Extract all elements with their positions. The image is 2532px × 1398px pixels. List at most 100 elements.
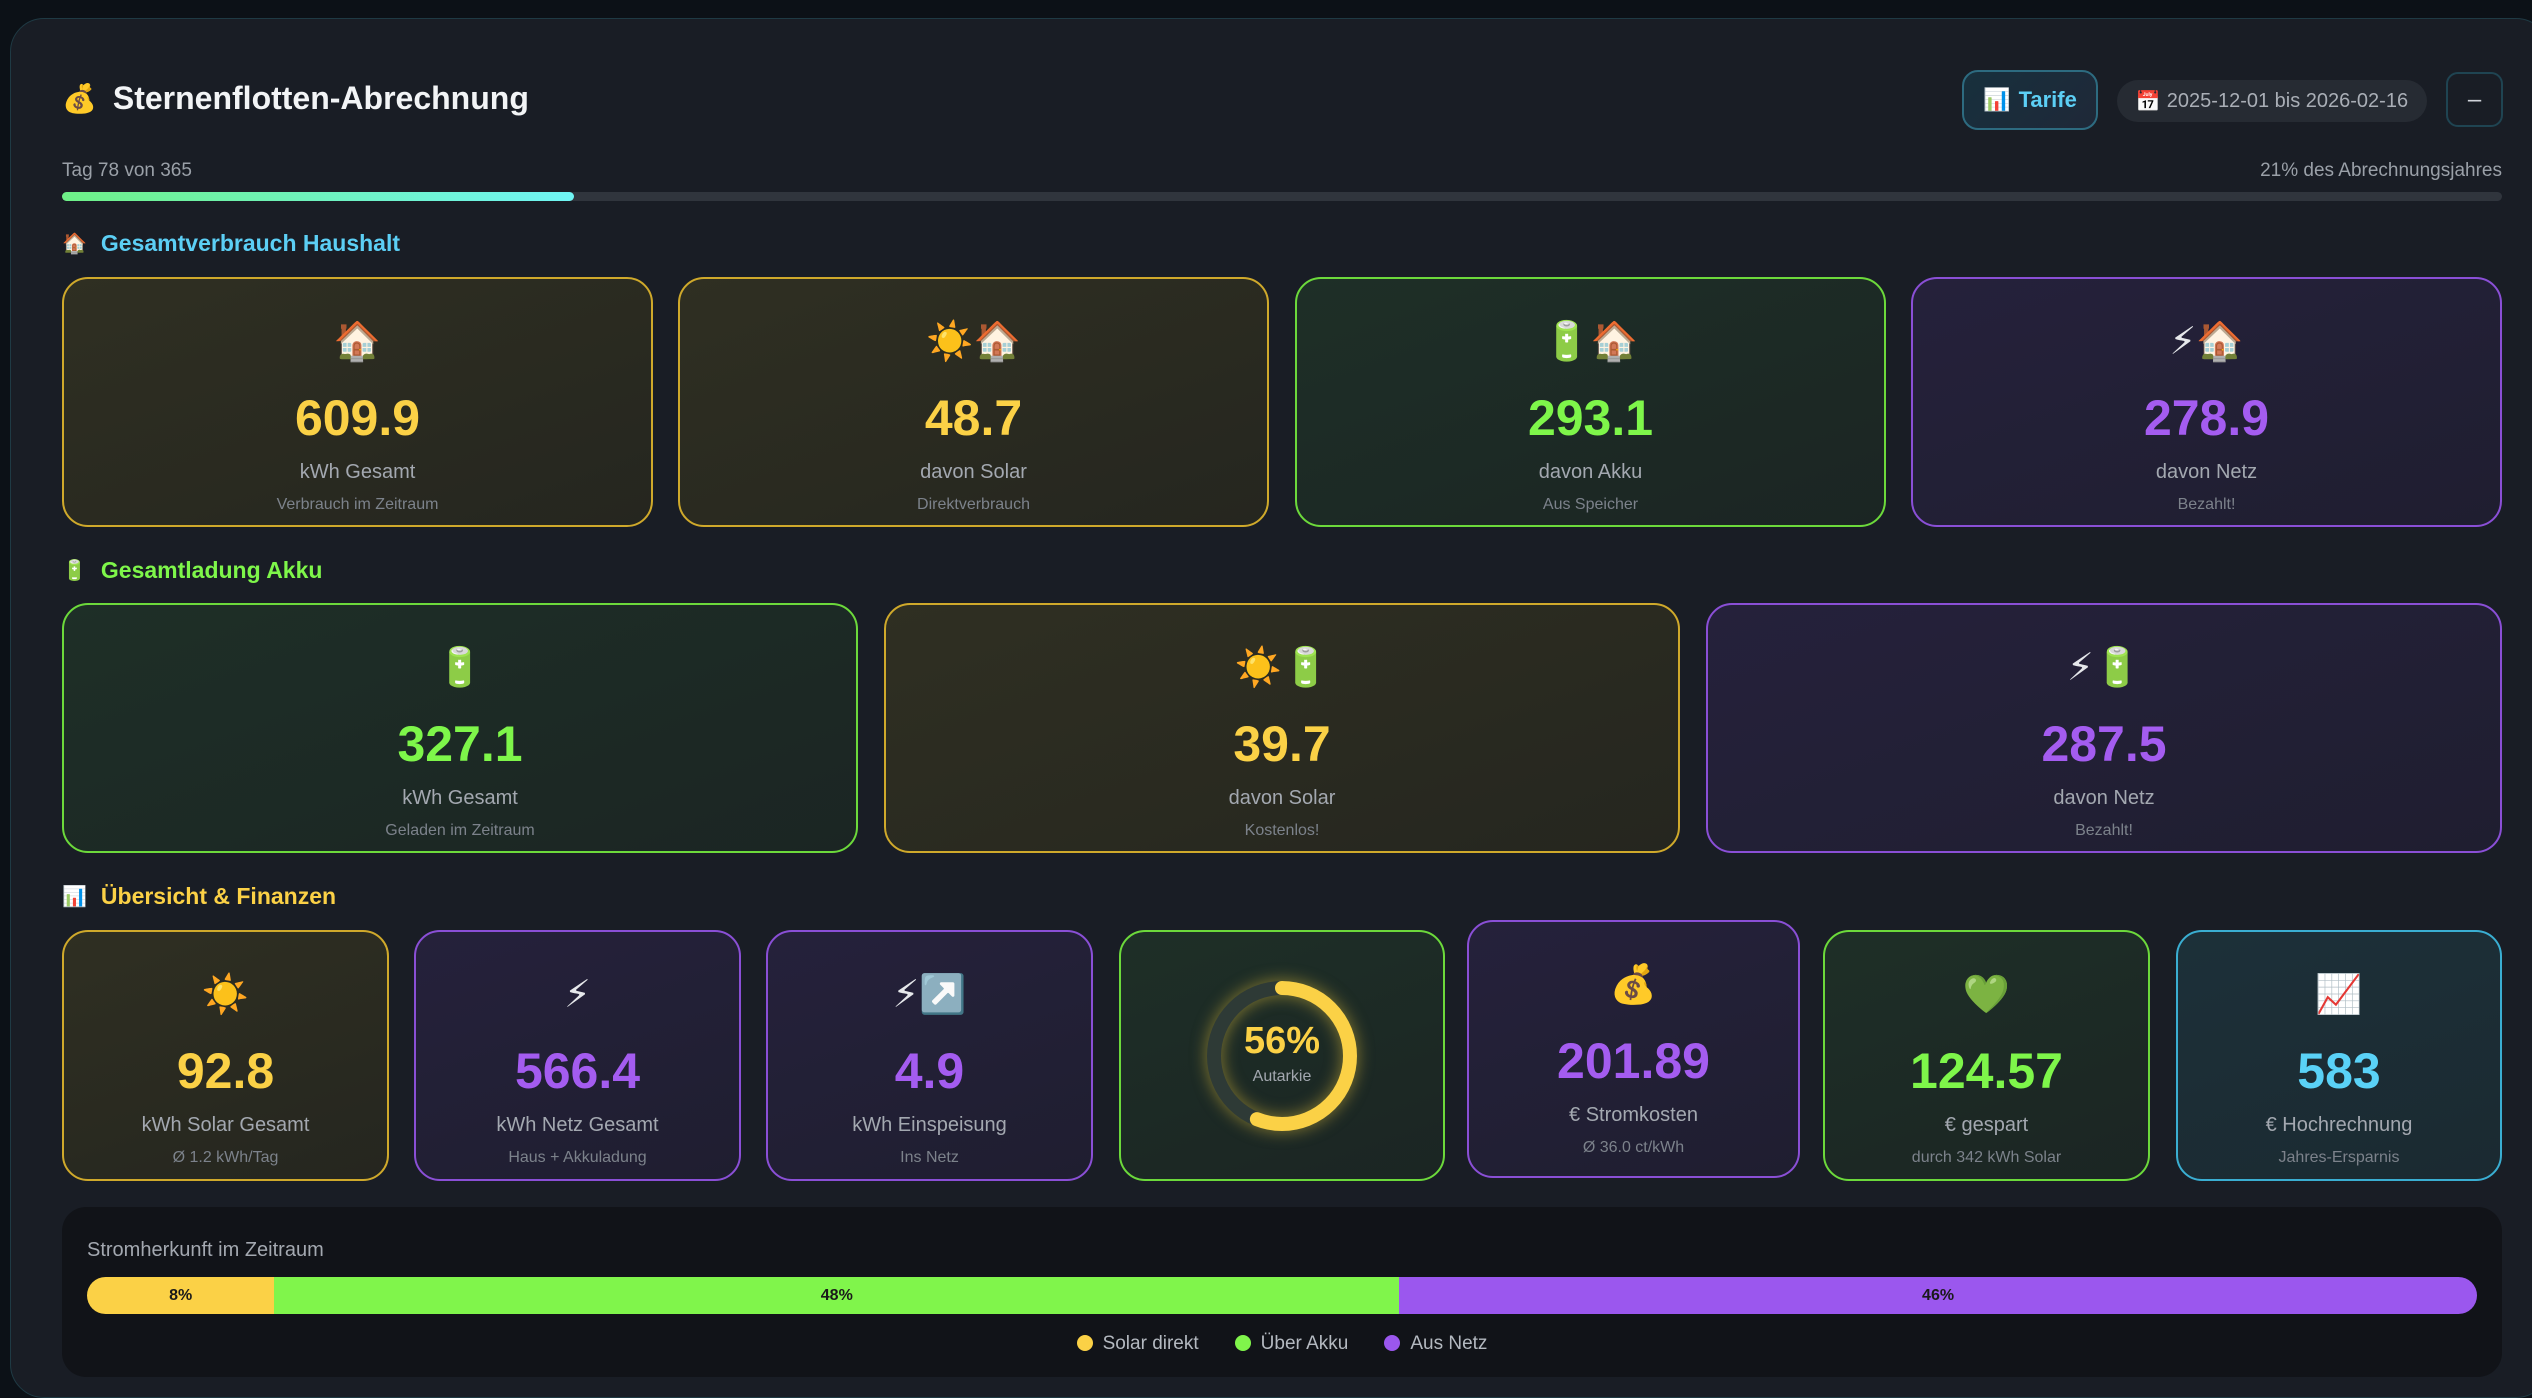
- card-label: kWh Einspeisung: [852, 1114, 1007, 1136]
- card-value: 293.1: [1527, 390, 1654, 446]
- card-label: davon Solar: [920, 461, 1027, 483]
- stat-card: 💚 124.57 € gespart durch 342 kWh Solar: [1823, 930, 2150, 1181]
- card-icon: ☀️🏠: [926, 321, 1021, 363]
- card-label: € Hochrechnung: [2265, 1114, 2413, 1136]
- card-sublabel: Geladen im Zeitraum: [385, 822, 535, 839]
- year-progress-fill: [62, 192, 575, 201]
- card-icon: 💰: [1609, 964, 1658, 1006]
- stat-card: ⚡🔋 287.5 davon Netz Bezahlt!: [1706, 603, 2502, 853]
- legend-item: Aus Netz: [1384, 1333, 1487, 1355]
- card-icon: ⚡🏠: [2169, 321, 2244, 363]
- card-sublabel: durch 342 kWh Solar: [1911, 1149, 2062, 1166]
- stromherkunft-panel: Stromherkunft im Zeitraum 8% 48% 46% Solar…: [62, 1207, 2502, 1377]
- stat-card: 🔋 327.1 kWh Gesamt Geladen im Zeitraum: [62, 603, 858, 853]
- card-sublabel: Bezahlt!: [2075, 822, 2133, 839]
- card-icon: 🔋: [436, 647, 484, 689]
- card-label: davon Netz: [2155, 461, 2258, 483]
- stat-card: 💰 201.89 € Stromkosten Ø 36.0 ct/kWh: [1467, 920, 1800, 1178]
- card-icon: ☀️: [201, 974, 250, 1016]
- card-sublabel: Ø 36.0 ct/kWh: [1582, 1139, 1685, 1156]
- card-icon: 📈: [2315, 974, 2363, 1016]
- card-label: davon Netz: [2053, 787, 2155, 809]
- money-bag-icon: 💰: [62, 83, 97, 114]
- card-sublabel: Verbrauch im Zeitraum: [276, 496, 439, 513]
- bar-segment: 8%: [87, 1277, 275, 1314]
- card-label: € Stromkosten: [1569, 1104, 1698, 1126]
- donut-fill: [1207, 980, 1357, 1131]
- legend-item: Über Akku: [1234, 1333, 1348, 1355]
- day-label: Tag 78 von 365: [62, 160, 192, 181]
- card-value: 201.89: [1557, 1033, 1710, 1089]
- stat-card: ⚡↗️ 4.9 kWh Einspeisung Ins Netz: [766, 930, 1093, 1181]
- date-range[interactable]: 📅 2025-12-01 bis 2026-02-16: [2117, 80, 2427, 122]
- bar-chart-icon: 📊: [1983, 87, 2011, 112]
- autarkie-label: Autarkie: [1252, 1068, 1312, 1085]
- card-sublabel: Aus Speicher: [1542, 496, 1639, 513]
- stat-card: ⚡🏠 278.9 davon Netz Bezahlt!: [1911, 277, 2502, 527]
- card-value: 4.9: [894, 1043, 965, 1099]
- card-label: kWh Netz Gesamt: [496, 1114, 659, 1136]
- card-value: 583: [2297, 1043, 2381, 1099]
- card-icon: ⚡↗️: [892, 974, 967, 1016]
- card-icon: ⚡🔋: [2067, 647, 2141, 689]
- autarkie-value: 56%: [1243, 1020, 1321, 1062]
- card-sublabel: Jahres-Ersparnis: [2278, 1149, 2400, 1166]
- bar-segment: 48%: [274, 1277, 1400, 1314]
- card-label: kWh Gesamt: [299, 461, 416, 483]
- calendar-icon: 📅: [2135, 90, 2161, 113]
- card-label: davon Solar: [1228, 787, 1336, 809]
- house-icon: 🏠: [62, 233, 87, 255]
- card-label: kWh Solar Gesamt: [141, 1114, 310, 1136]
- year-progress-bar: [62, 192, 2502, 201]
- autarkie-card: 56% Autarkie: [1119, 930, 1445, 1181]
- stat-card: 🔋🏠 293.1 davon Akku Aus Speicher: [1295, 277, 1886, 527]
- card-icon: 🏠: [333, 321, 382, 363]
- card-label: kWh Gesamt: [402, 787, 518, 809]
- card-sublabel: Direktverbrauch: [917, 496, 1030, 513]
- legend-dot-icon: [1234, 1335, 1251, 1351]
- stromherkunft-legend: Solar direkt Über Akku Aus Netz: [62, 1333, 2502, 1355]
- stromherkunft-bar: 8% 48% 46%: [87, 1277, 2477, 1314]
- card-value: 566.4: [514, 1043, 641, 1099]
- battery-icon: 🔋: [62, 560, 87, 582]
- card-value: 39.7: [1233, 716, 1331, 772]
- legend-dot-icon: [1384, 1335, 1401, 1351]
- card-icon: 💚: [1962, 974, 2011, 1016]
- card-value: 327.1: [397, 716, 523, 772]
- card-sublabel: Haus + Akkuladung: [508, 1149, 647, 1166]
- legend-dot-icon: [1076, 1335, 1093, 1351]
- stat-card: ☀️🏠 48.7 davon Solar Direktverbrauch: [678, 277, 1269, 527]
- legend-item: Solar direkt: [1076, 1333, 1199, 1355]
- stat-card: 📈 583 € Hochrechnung Jahres-Ersparnis: [2176, 930, 2502, 1181]
- autarkie-donut: [1207, 980, 1357, 1131]
- section-haushalt-title: 🏠 Gesamtverbrauch Haushalt: [62, 230, 401, 256]
- tarife-button[interactable]: 📊 Tarife: [1962, 70, 2098, 130]
- card-sublabel: Bezahlt!: [2177, 496, 2236, 513]
- card-value: 609.9: [294, 390, 421, 446]
- card-sublabel: Kostenlos!: [1244, 822, 1320, 839]
- stat-card: 🏠 609.9 kWh Gesamt Verbrauch im Zeitraum: [62, 277, 653, 527]
- section-akku-title: 🔋 Gesamtladung Akku: [62, 557, 323, 583]
- card-icon: 🔋🏠: [1543, 321, 1638, 363]
- bar-chart-icon: 📊: [62, 886, 87, 908]
- stat-card: ☀️ 92.8 kWh Solar Gesamt Ø 1.2 kWh/Tag: [62, 930, 389, 1181]
- stromherkunft-title: Stromherkunft im Zeitraum: [87, 1239, 324, 1261]
- bar-segment: 46%: [1399, 1277, 2477, 1314]
- card-value: 92.8: [176, 1043, 275, 1099]
- card-sublabel: Ø 1.2 kWh/Tag: [172, 1149, 279, 1166]
- year-percent-label: 21% des Abrechnungsjahres: [2260, 160, 2502, 181]
- card-value: 278.9: [2143, 390, 2270, 446]
- card-label: davon Akku: [1538, 461, 1643, 483]
- page-title: 💰 Sternenflotten-Abrechnung: [62, 80, 529, 116]
- card-value: 287.5: [2041, 716, 2167, 772]
- card-icon: ⚡: [564, 974, 591, 1016]
- section-finanzen-title: 📊 Übersicht & Finanzen: [62, 883, 337, 909]
- card-sublabel: Ins Netz: [900, 1149, 959, 1166]
- card-value: 48.7: [924, 390, 1023, 446]
- card-label: € gespart: [1944, 1114, 2029, 1136]
- card-value: 124.57: [1910, 1043, 2063, 1099]
- minimize-button[interactable]: –: [2446, 72, 2503, 127]
- stat-card: ☀️🔋 39.7 davon Solar Kostenlos!: [884, 603, 1680, 853]
- stat-card: ⚡ 566.4 kWh Netz Gesamt Haus + Akkuladun…: [414, 930, 741, 1181]
- card-icon: ☀️🔋: [1234, 647, 1330, 689]
